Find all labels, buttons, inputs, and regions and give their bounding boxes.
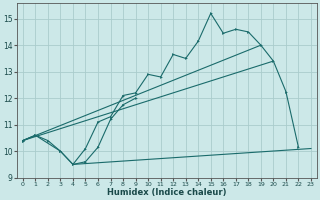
X-axis label: Humidex (Indice chaleur): Humidex (Indice chaleur)	[107, 188, 227, 197]
